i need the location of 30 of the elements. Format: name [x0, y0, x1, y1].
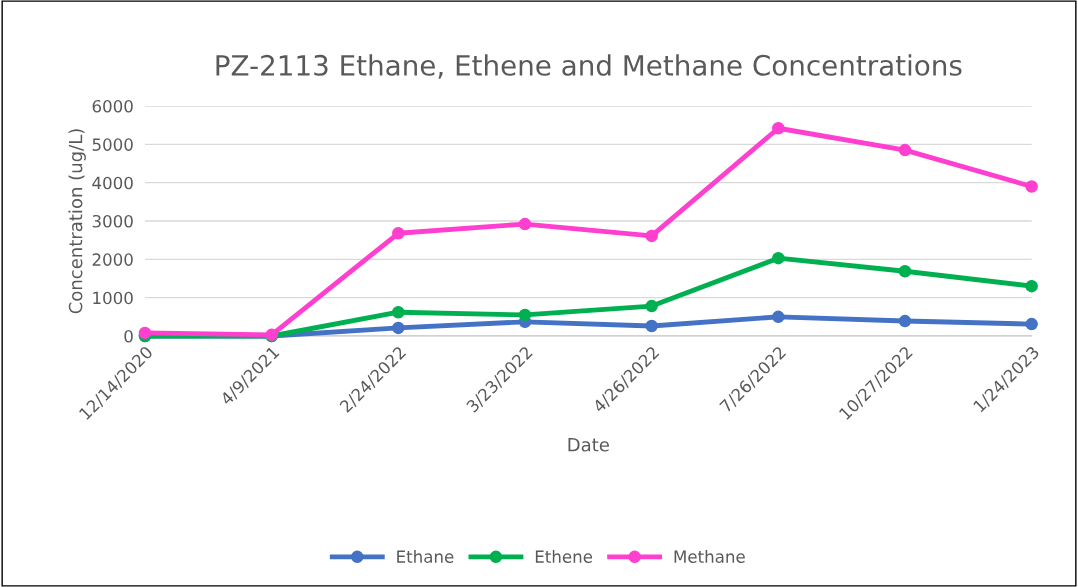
- point: [645, 319, 658, 333]
- y-tick-label: 0: [124, 329, 133, 343]
- y-tick-label: 6000: [92, 99, 133, 113]
- x-axis-title: Date: [568, 438, 609, 452]
- point: [1025, 279, 1038, 293]
- point: [645, 229, 658, 243]
- y-axis-title: Concentration (ug/L): [68, 129, 86, 314]
- y-tick-label: 1000: [93, 291, 133, 305]
- point: [898, 314, 912, 328]
- point: [772, 251, 785, 265]
- point: [518, 308, 532, 322]
- point: [898, 264, 912, 278]
- legend-label: Methane: [674, 550, 745, 563]
- point: [392, 227, 405, 240]
- point: [772, 310, 785, 324]
- point: [772, 121, 785, 135]
- y-tick-label: 5000: [92, 138, 133, 151]
- point: [392, 321, 405, 335]
- point: [1025, 317, 1038, 331]
- y-tick-label: 4000: [92, 176, 133, 190]
- point: [645, 299, 658, 313]
- point: [518, 217, 532, 231]
- y-tick-label: 3000: [92, 214, 133, 228]
- point: [1025, 180, 1038, 193]
- legend-label: Ethane: [397, 550, 454, 563]
- y-tick-label: 2000: [92, 253, 133, 266]
- point: [392, 305, 405, 319]
- point: [898, 143, 912, 157]
- legend-label: Ethene: [535, 550, 593, 563]
- chart-title: PZ-2113 Ethane, Ethene and Methane Concentrations: [216, 54, 962, 79]
